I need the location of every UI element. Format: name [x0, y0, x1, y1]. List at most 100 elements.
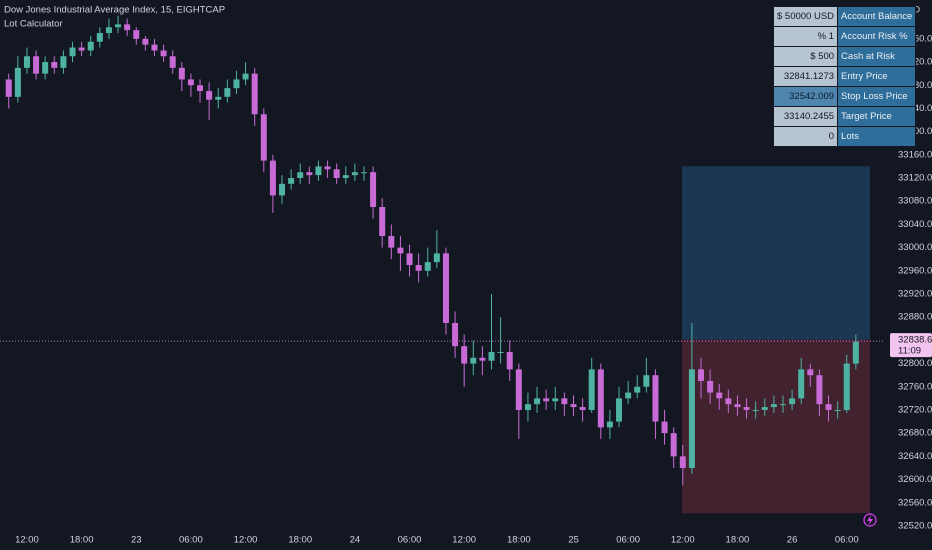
candle-body: [96, 33, 103, 42]
x-tick-label: 12:00: [452, 535, 476, 546]
cell: Target Price: [837, 106, 917, 127]
candle-body: [315, 166, 322, 176]
candle-body: [178, 67, 185, 80]
candle-body: [643, 375, 650, 387]
cell: 0: [772, 126, 839, 147]
candle-body: [552, 398, 559, 402]
candle-body: [488, 351, 495, 361]
cell: $ 500: [772, 46, 839, 67]
cell: 32542.009: [772, 86, 839, 107]
row: % 1 Account Risk %: [772, 26, 917, 47]
candle-body: [634, 386, 641, 393]
cell: Cash at Risk: [837, 46, 917, 67]
loss-zone: [682, 339, 870, 514]
candle-body: [652, 375, 659, 422]
candle-body: [743, 407, 750, 410]
x-tick-label: 18:00: [726, 535, 750, 546]
candle-body: [360, 172, 367, 174]
y-tick-label: 32640.00: [898, 451, 932, 462]
y-tick-label: 33080.00: [898, 196, 932, 207]
candle-body: [370, 172, 377, 208]
row: $ 500 Cash at Risk: [772, 46, 917, 67]
candle-body: [588, 369, 595, 410]
candle-body: [169, 56, 176, 68]
candle-body: [297, 172, 304, 179]
cell: 32841.1273: [772, 66, 839, 87]
alert-icon[interactable]: [863, 513, 877, 527]
candle-body: [597, 369, 604, 428]
candle-body: [770, 404, 777, 408]
alert-bolt: [867, 515, 873, 525]
candle-body: [105, 27, 112, 34]
last-price-badge: [890, 333, 932, 358]
candle-body: [825, 404, 832, 410]
x-tick-label: 06:00: [835, 535, 859, 546]
y-tick-label: 32520.00: [898, 520, 932, 531]
candle-body: [543, 398, 550, 402]
x-tick-label: 12:00: [234, 535, 258, 546]
x-tick-label: 18:00: [507, 535, 531, 546]
candle-body: [151, 44, 158, 51]
candle-body: [388, 236, 395, 248]
candle-body: [606, 421, 613, 428]
candle-body: [698, 369, 705, 381]
x-tick-label: 24: [350, 535, 361, 546]
candle-body: [442, 253, 449, 323]
row: 32841.1273 Entry Price: [772, 66, 917, 87]
candle-body: [142, 38, 149, 45]
candle-body: [852, 341, 859, 364]
candle-body: [379, 207, 386, 237]
candle-body: [524, 404, 531, 410]
y-tick-label: 32880.00: [898, 312, 932, 323]
chart-title: Dow Jones Industrial Average Index, 15, …: [4, 5, 225, 16]
candle-body: [479, 357, 486, 361]
candle-body: [224, 88, 231, 97]
x-tick-label: 18:00: [70, 535, 94, 546]
candle-body: [187, 79, 194, 86]
y-tick-label: 32680.00: [898, 428, 932, 439]
x-tick-label: 23: [131, 535, 142, 546]
candle-body: [534, 398, 541, 405]
candle-body: [752, 409, 759, 411]
row: 0 Lots: [772, 126, 917, 147]
candle-body: [843, 363, 850, 410]
candle-body: [688, 369, 695, 468]
candle-body: [415, 265, 422, 271]
cell: Lots: [837, 126, 917, 147]
candle-body: [470, 357, 477, 364]
x-tick-label: 06:00: [616, 535, 640, 546]
candle-body: [251, 73, 258, 115]
candle-body: [33, 56, 40, 74]
profit-zone: [682, 166, 870, 340]
candle-body: [616, 398, 623, 422]
candle-body: [233, 79, 240, 89]
candle-body: [197, 85, 204, 92]
last-price-label: 32838.63: [898, 335, 932, 346]
y-tick-label: 32600.00: [898, 474, 932, 485]
candle-body: [242, 73, 249, 80]
candle-body: [661, 421, 668, 434]
cell: Account Risk %: [837, 26, 917, 47]
cell: $ 50000 USD: [772, 6, 839, 27]
candle-body: [452, 322, 459, 347]
candle-body: [23, 56, 30, 68]
candle-body: [424, 262, 431, 271]
candle-body: [333, 169, 340, 179]
candle-body: [206, 91, 213, 100]
candle-body: [561, 398, 568, 405]
candle-body: [78, 47, 85, 51]
lot-calculator-table: $ 50000 USD Account Balance % 1 Account Ri…: [772, 6, 917, 147]
candle-body: [716, 392, 723, 399]
row: 32542.009 Stop Loss Price: [772, 86, 917, 107]
y-tick-label: 33160.00: [898, 149, 932, 160]
candle-body: [69, 47, 76, 57]
candle-body: [834, 409, 841, 411]
y-tick-label: 32560.00: [898, 497, 932, 508]
candle-body: [260, 114, 267, 161]
candle-body: [461, 346, 468, 364]
candle-body: [433, 253, 440, 263]
y-tick-label: 33040.00: [898, 219, 932, 230]
x-tick-label: 12:00: [671, 535, 695, 546]
candle-body: [679, 456, 686, 468]
